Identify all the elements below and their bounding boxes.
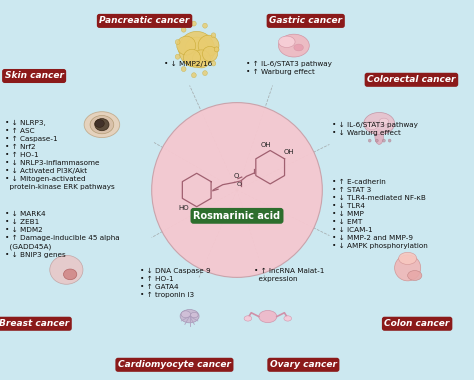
Ellipse shape xyxy=(383,139,385,142)
Text: • ↓ MARK4
• ↓ ZEB1
• ↓ MDM2
• ↑ Damage-inducible 45 alpha
  (GADD45A)
• ↓ BNIP3 : • ↓ MARK4 • ↓ ZEB1 • ↓ MDM2 • ↑ Damage-i… xyxy=(5,211,119,258)
Text: O: O xyxy=(237,182,242,187)
Text: Ovary cancer: Ovary cancer xyxy=(270,360,337,369)
Text: O: O xyxy=(234,173,239,179)
Text: • ↓ IL-6/STAT3 pathway
• ↓ Warburg effect: • ↓ IL-6/STAT3 pathway • ↓ Warburg effec… xyxy=(332,122,418,136)
Ellipse shape xyxy=(399,252,417,264)
Ellipse shape xyxy=(181,311,191,318)
Ellipse shape xyxy=(191,73,196,78)
Text: Colorectal cancer: Colorectal cancer xyxy=(367,75,456,84)
Ellipse shape xyxy=(379,118,389,125)
Text: • ↑ E-cadherin
• ↑ STAT 3
• ↓ TLR4-mediated NF-κB
• ↓ TLR4
• ↓ MMP
• ↓ EMT
• ↓ I: • ↑ E-cadherin • ↑ STAT 3 • ↓ TLR4-media… xyxy=(332,179,428,249)
Text: HO: HO xyxy=(179,205,189,211)
Ellipse shape xyxy=(214,47,219,52)
Text: Pancreatic cancer: Pancreatic cancer xyxy=(100,16,190,25)
Text: • ↓ MMP2/16: • ↓ MMP2/16 xyxy=(164,61,212,67)
Ellipse shape xyxy=(191,21,196,26)
Ellipse shape xyxy=(175,54,180,59)
Ellipse shape xyxy=(84,112,119,138)
Ellipse shape xyxy=(50,255,83,284)
Ellipse shape xyxy=(192,50,210,68)
Ellipse shape xyxy=(368,139,371,142)
Text: Colon cancer: Colon cancer xyxy=(384,319,450,328)
Text: Cardiomyocyte cancer: Cardiomyocyte cancer xyxy=(118,360,231,369)
Ellipse shape xyxy=(177,36,196,55)
Ellipse shape xyxy=(175,40,180,44)
Ellipse shape xyxy=(180,309,199,323)
Ellipse shape xyxy=(408,271,422,280)
Ellipse shape xyxy=(185,37,209,62)
Ellipse shape xyxy=(202,46,218,62)
Text: Gastric cancer: Gastric cancer xyxy=(269,16,342,25)
Text: HO: HO xyxy=(194,213,204,219)
Ellipse shape xyxy=(202,71,207,76)
Text: • ↑ IL-6/STAT3 pathway
• ↑ Warburg effect: • ↑ IL-6/STAT3 pathway • ↑ Warburg effec… xyxy=(246,61,332,75)
Ellipse shape xyxy=(202,23,207,28)
Ellipse shape xyxy=(278,36,295,48)
Ellipse shape xyxy=(294,44,303,51)
Ellipse shape xyxy=(214,47,219,52)
Ellipse shape xyxy=(244,316,252,321)
Ellipse shape xyxy=(211,33,216,38)
Ellipse shape xyxy=(183,49,201,66)
Ellipse shape xyxy=(259,310,277,323)
Ellipse shape xyxy=(211,61,216,66)
Ellipse shape xyxy=(64,269,77,280)
Ellipse shape xyxy=(375,139,378,142)
Ellipse shape xyxy=(191,312,198,318)
Text: • ↓ NLRP3,
• ↑ ASC
• ↑ Caspase-1
• ↑ Nrf2
• ↑ HO-1
• ↓ NRLP3-inflammasome
• ↓ Ac: • ↓ NLRP3, • ↑ ASC • ↑ Caspase-1 • ↑ Nrf… xyxy=(5,120,115,190)
Ellipse shape xyxy=(181,27,186,32)
Ellipse shape xyxy=(388,139,391,142)
Ellipse shape xyxy=(179,32,215,67)
Ellipse shape xyxy=(366,121,378,130)
Ellipse shape xyxy=(284,316,292,321)
Text: • ↑ lncRNA Malat-1
  expression: • ↑ lncRNA Malat-1 expression xyxy=(254,268,324,282)
Ellipse shape xyxy=(198,35,219,56)
Ellipse shape xyxy=(364,112,394,135)
Text: Rosmarinic acid: Rosmarinic acid xyxy=(193,211,281,221)
Text: OH: OH xyxy=(284,149,294,155)
Ellipse shape xyxy=(181,66,186,71)
Ellipse shape xyxy=(95,120,104,127)
Ellipse shape xyxy=(394,255,421,281)
Text: Breast cancer: Breast cancer xyxy=(0,319,69,328)
Ellipse shape xyxy=(152,103,322,277)
Text: OH: OH xyxy=(260,142,271,148)
Ellipse shape xyxy=(90,116,114,134)
Ellipse shape xyxy=(95,119,109,131)
Ellipse shape xyxy=(375,129,383,144)
Ellipse shape xyxy=(279,34,309,57)
Text: Skin cancer: Skin cancer xyxy=(5,71,64,81)
Text: • ↓ DNA Caspase 9
• ↑ HO-1
• ↑ GATA4
• ↑ troponin I3: • ↓ DNA Caspase 9 • ↑ HO-1 • ↑ GATA4 • ↑… xyxy=(140,268,210,298)
